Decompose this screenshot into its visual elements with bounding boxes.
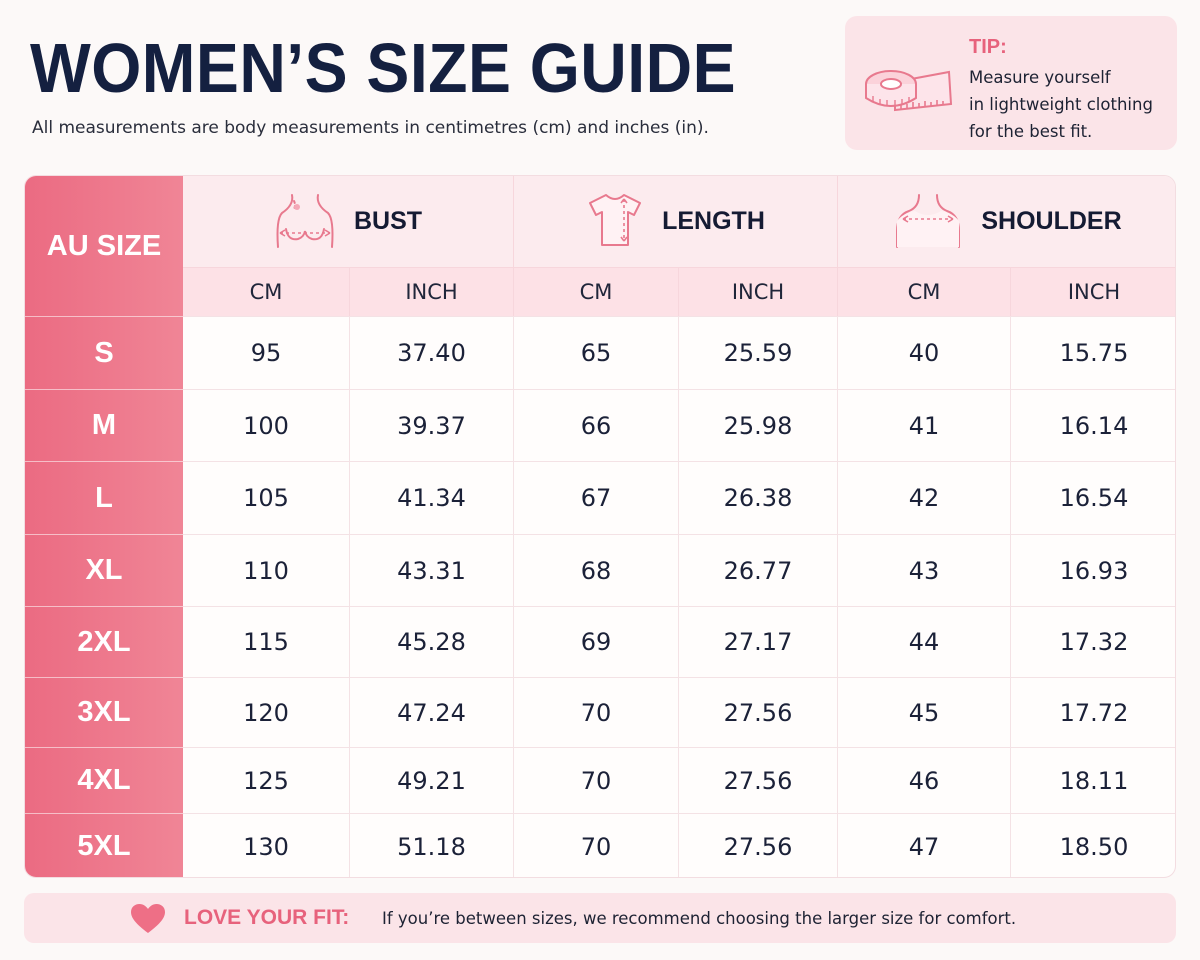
shoulder-cm-cell: 44 bbox=[838, 607, 1011, 677]
size-label: 2XL bbox=[25, 606, 183, 677]
shoulder-inch-cell: 15.75 bbox=[1059, 339, 1129, 367]
shoulder-inch-cell: 16.93 bbox=[1059, 556, 1129, 585]
bust-cm-cell: 100 bbox=[183, 390, 350, 461]
shoulder-inch-cell: 17.32 bbox=[1059, 628, 1129, 656]
bust-cm-cell: 120 bbox=[183, 678, 350, 747]
bust-inch-cell: 41.34 bbox=[350, 462, 514, 534]
shoulder-cm-cell: 41 bbox=[838, 390, 1011, 461]
love-your-fit-label: LOVE YOUR FIT: bbox=[184, 906, 350, 929]
size-column bbox=[25, 176, 183, 877]
heart-icon bbox=[130, 903, 166, 939]
shoulder-inch-cell: 17.72 bbox=[1059, 698, 1129, 727]
length-cm-cell: 65 bbox=[514, 317, 679, 389]
tip-line: for the best fit. bbox=[969, 122, 1093, 141]
shoulder-cm-cell: 42 bbox=[838, 462, 1011, 534]
table-row: 110 43.31 68 26.77 43 16.93 bbox=[183, 534, 1175, 606]
length-inch-cell: 27.56 bbox=[679, 748, 838, 813]
bust-cm-cell: 105 bbox=[183, 462, 350, 534]
length-cm-cell: 70 bbox=[514, 814, 679, 877]
size-label: 4XL bbox=[25, 747, 183, 813]
table-row: 125 49.21 70 27.56 46 18.11 bbox=[183, 747, 1175, 813]
table-row: 120 47.24 70 27.56 45 17.72 bbox=[183, 677, 1175, 747]
length-cm-cell: 69 bbox=[514, 607, 679, 677]
tip-text: Measure yourself in lightweight clothing… bbox=[969, 64, 1169, 145]
shoulder-icon bbox=[893, 191, 963, 253]
length-inch-cell: 25.98 bbox=[679, 390, 838, 461]
shoulder-inch-cell: 16.14 bbox=[1059, 411, 1129, 440]
table-row: 100 39.37 66 25.98 41 16.14 bbox=[183, 389, 1175, 461]
size-label: 3XL bbox=[25, 677, 183, 747]
unit-row bbox=[183, 268, 1175, 316]
shoulder-cm-header: CM bbox=[838, 268, 1011, 316]
size-label: M bbox=[25, 389, 183, 461]
tip-label: TIP: bbox=[969, 36, 1007, 58]
shoulder-header: SHOULDER bbox=[838, 176, 1175, 268]
shoulder-cm-cell: 47 bbox=[838, 814, 1011, 877]
length-inch-cell: 26.77 bbox=[679, 535, 838, 606]
length-inch-cell: 27.56 bbox=[679, 814, 838, 877]
table-row: 115 45.28 69 27.17 44 17.32 bbox=[183, 606, 1175, 677]
page-subtitle: All measurements are body measurements i… bbox=[32, 118, 709, 138]
bust-inch-cell: 49.21 bbox=[350, 748, 514, 813]
bust-inch-cell: 51.18 bbox=[350, 814, 514, 877]
length-cm-cell: 70 bbox=[514, 678, 679, 747]
length-inch-cell: 26.38 bbox=[679, 462, 838, 534]
table-row: 130 51.18 70 27.56 47 18.50 bbox=[183, 813, 1175, 877]
bust-icon bbox=[274, 191, 336, 253]
bust-cm-header: CM bbox=[183, 268, 350, 316]
shoulder-inch-header: INCH bbox=[1067, 280, 1121, 304]
length-cm-cell: 67 bbox=[514, 462, 679, 534]
length-inch-cell: 27.17 bbox=[679, 607, 838, 677]
bust-header: BUST bbox=[183, 176, 514, 268]
size-label: S bbox=[25, 316, 183, 389]
size-table: AU SIZE BUST bbox=[24, 175, 1176, 878]
size-label: 5XL bbox=[25, 813, 183, 877]
bust-cm-cell: 130 bbox=[183, 814, 350, 877]
bust-cm-cell: 125 bbox=[183, 748, 350, 813]
bust-inch-cell: 43.31 bbox=[350, 535, 514, 606]
tip-line: Measure yourself bbox=[969, 68, 1111, 87]
tip-box: TIP: Measure yourself in lightweight clo… bbox=[845, 16, 1177, 150]
length-inch-cell: 27.56 bbox=[679, 678, 838, 747]
size-label: L bbox=[25, 461, 183, 534]
length-inch-cell: 25.59 bbox=[679, 317, 838, 389]
length-cm-cell: 68 bbox=[514, 535, 679, 606]
length-label: LENGTH bbox=[662, 207, 765, 235]
length-header: LENGTH bbox=[514, 176, 838, 268]
shoulder-cm-cell: 40 bbox=[838, 317, 1011, 389]
bust-cm-cell: 110 bbox=[183, 535, 350, 606]
shoulder-inch-cell: 18.11 bbox=[1059, 766, 1129, 795]
bust-inch-header: INCH bbox=[350, 268, 514, 316]
shoulder-inch-cell: 18.50 bbox=[1059, 832, 1129, 861]
length-cm-cell: 70 bbox=[514, 748, 679, 813]
table-row: 105 41.34 67 26.38 42 16.54 bbox=[183, 461, 1175, 534]
bust-inch-cell: 39.37 bbox=[350, 390, 514, 461]
length-cm-header: CM bbox=[514, 268, 679, 316]
shoulder-cm-cell: 43 bbox=[838, 535, 1011, 606]
length-cm-cell: 66 bbox=[514, 390, 679, 461]
shoulder-cm-cell: 46 bbox=[838, 748, 1011, 813]
measuring-tape-icon bbox=[865, 52, 957, 132]
love-your-fit-banner: LOVE YOUR FIT: If you’re between sizes, … bbox=[24, 893, 1176, 943]
size-label: XL bbox=[25, 534, 183, 606]
shoulder-label: SHOULDER bbox=[981, 207, 1122, 235]
bust-inch-cell: 47.24 bbox=[350, 678, 514, 747]
bust-label: BUST bbox=[353, 207, 423, 235]
shoulder-cm-cell: 45 bbox=[838, 678, 1011, 747]
page-title: WOMEN’S SIZE GUIDE bbox=[30, 29, 736, 107]
size-column-header: AU SIZE bbox=[46, 229, 162, 262]
love-your-fit-text: If you’re between sizes, we recommend ch… bbox=[382, 909, 1017, 928]
bust-inch-cell: 37.40 bbox=[350, 317, 514, 389]
table-row: 95 37.40 65 25.59 40 15.75 bbox=[183, 316, 1175, 389]
tip-line: in lightweight clothing bbox=[969, 95, 1153, 114]
bust-inch-cell: 45.28 bbox=[350, 607, 514, 677]
shoulder-inch-cell: 16.54 bbox=[1059, 484, 1129, 512]
bust-cm-cell: 95 bbox=[183, 317, 350, 389]
tshirt-length-icon bbox=[586, 191, 644, 253]
bust-cm-cell: 115 bbox=[183, 607, 350, 677]
length-inch-header: INCH bbox=[679, 268, 838, 316]
